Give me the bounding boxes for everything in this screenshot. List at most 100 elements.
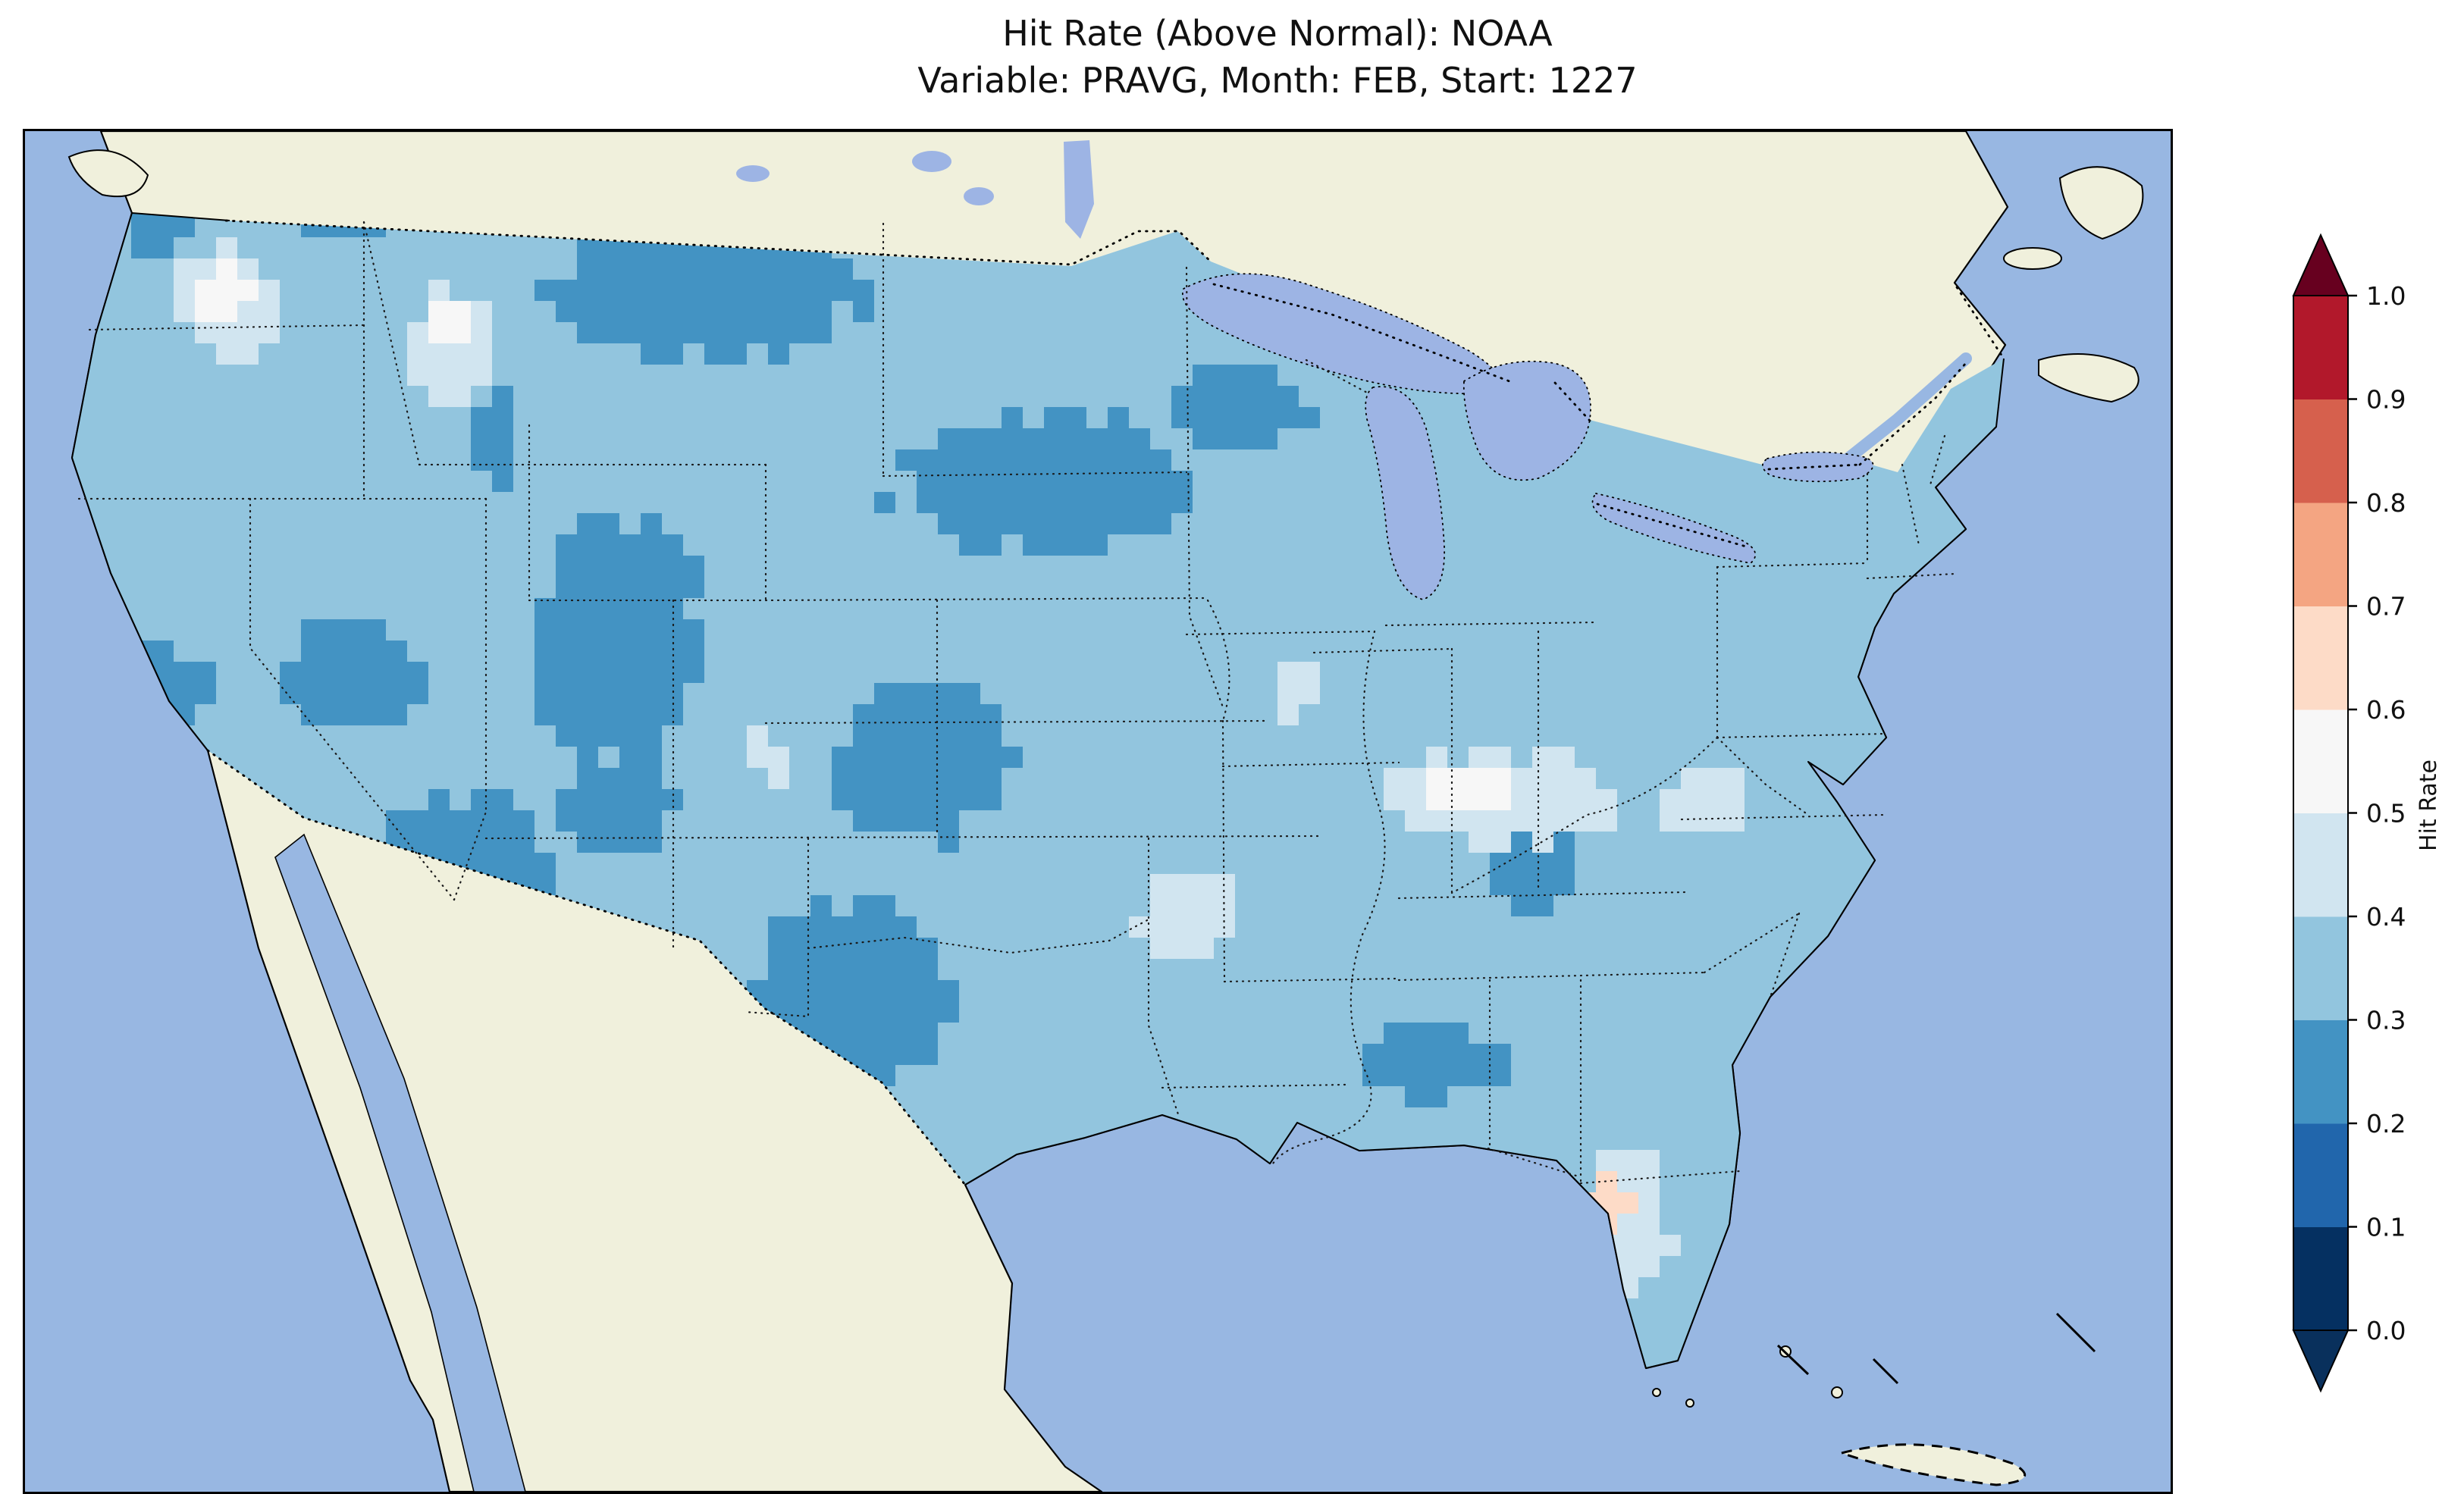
heatmap-cell <box>832 768 853 789</box>
heatmap-cell <box>1150 916 1171 938</box>
heatmap-cell <box>1660 810 1681 832</box>
heatmap-cell <box>1596 1150 1617 1171</box>
heatmap-cell <box>895 916 917 938</box>
heatmap-cell <box>1490 810 1511 832</box>
heatmap-cell <box>895 683 917 704</box>
heatmap-cell <box>471 428 492 449</box>
heatmap-cell <box>683 322 704 343</box>
heatmap-cell <box>1002 492 1023 513</box>
heatmap-cell <box>1150 938 1171 959</box>
heatmap-cell <box>1002 449 1023 471</box>
heatmap-cell <box>322 683 343 704</box>
heatmap-cell <box>1362 1065 1384 1086</box>
heatmap-cell <box>577 598 598 619</box>
heatmap-cell <box>619 619 641 641</box>
heatmap-cell <box>534 619 556 641</box>
heatmap-cell <box>683 641 704 662</box>
heatmap-cell <box>1511 832 1532 853</box>
heatmap-cell <box>895 1044 917 1065</box>
colorbar-segment <box>2293 503 2348 606</box>
heatmap-cell <box>1426 1044 1447 1065</box>
heatmap-cell <box>662 556 683 577</box>
heatmap-cell <box>641 683 662 704</box>
heatmap-cell <box>577 258 598 280</box>
heatmap-cell <box>428 343 450 365</box>
heatmap-cell <box>492 853 513 874</box>
heatmap-cell <box>428 301 450 322</box>
heatmap-cell <box>1086 449 1108 471</box>
heatmap-cell <box>853 1001 874 1023</box>
heatmap-cell <box>534 683 556 704</box>
heatmap-cell <box>1447 810 1469 832</box>
heatmap-cell <box>365 662 386 683</box>
heatmap-cell <box>407 810 428 832</box>
heatmap-cell <box>789 959 810 980</box>
heatmap-cell <box>577 662 598 683</box>
heatmap-cell <box>1023 492 1044 513</box>
heatmap-cell <box>598 704 619 725</box>
heatmap-cell <box>492 471 513 492</box>
heatmap-cell <box>216 322 237 343</box>
heatmap-cell <box>619 598 641 619</box>
state-borders <box>77 221 1957 1185</box>
chart-title-line2: Variable: PRAVG, Month: FEB, Start: 1227 <box>917 59 1638 101</box>
heatmap-cell <box>1193 428 1214 449</box>
heatmap-cell <box>853 980 874 1001</box>
heatmap-cell <box>1490 747 1511 768</box>
heatmap-cell <box>619 641 641 662</box>
colorbar-tick-label: 1.0 <box>2366 281 2406 311</box>
heatmap-cell <box>1553 853 1575 874</box>
heatmap-cell <box>1426 1086 1447 1107</box>
heatmap-cell <box>1214 386 1235 407</box>
heatmap-cell <box>577 534 598 556</box>
newfoundland <box>2058 166 2144 240</box>
heatmap-cell <box>280 662 301 683</box>
colorbar-segment <box>2293 813 2348 917</box>
us-mexico-border <box>206 749 967 1186</box>
heatmap-cell <box>471 301 492 322</box>
heatmap-cell <box>301 641 322 662</box>
heatmap-cell <box>747 747 768 768</box>
colorbar-tick-label: 0.2 <box>2366 1109 2406 1139</box>
heatmap-cell <box>619 577 641 598</box>
heatmap-cell <box>1129 471 1150 492</box>
heatmap-cell <box>1426 768 1447 789</box>
heatmap-cell <box>534 641 556 662</box>
heatmap-cell <box>1277 683 1299 704</box>
heatmap-cell <box>386 810 407 832</box>
heatmap-cell <box>428 386 450 407</box>
heatmap-cell <box>1469 747 1490 768</box>
heatmap-cell <box>556 641 577 662</box>
heatmap-cell <box>938 428 959 449</box>
heatmap-cell <box>683 258 704 280</box>
heatmap-cell <box>768 916 789 938</box>
heatmap-cell <box>832 959 853 980</box>
heatmap-cell <box>1511 895 1532 916</box>
heatmap-cell <box>1447 1023 1469 1044</box>
heatmap-cell <box>450 343 471 365</box>
colorbar-axis-label: Hit Rate <box>2415 760 2442 851</box>
heatmap-cell <box>1171 386 1193 407</box>
heatmap-cell <box>1660 1235 1681 1256</box>
heatmap-cell <box>959 747 980 768</box>
heatmap-cell <box>1384 768 1405 789</box>
lake-ontario <box>1762 451 1874 483</box>
heatmap-cell <box>301 662 322 683</box>
heatmap-cell <box>577 704 598 725</box>
heatmap-cell <box>1681 789 1702 810</box>
heatmap-cell <box>917 980 938 1001</box>
heatmap-cell <box>1086 534 1108 556</box>
heatmap-cell <box>1277 704 1299 725</box>
heatmap-cell <box>1426 810 1447 832</box>
colorbar-over-arrow-icon <box>2292 233 2350 296</box>
heatmap-cell <box>301 683 322 704</box>
heatmap-cell <box>1405 810 1426 832</box>
heatmap-cell <box>641 704 662 725</box>
bahamas-island <box>1831 1386 1843 1398</box>
heatmap-cell <box>534 662 556 683</box>
heatmap-cell <box>365 704 386 725</box>
heatmap-cell <box>1384 1065 1405 1086</box>
heatmap-cell <box>1129 428 1150 449</box>
heatmap-cell <box>598 598 619 619</box>
heatmap-cell <box>1638 1235 1660 1256</box>
